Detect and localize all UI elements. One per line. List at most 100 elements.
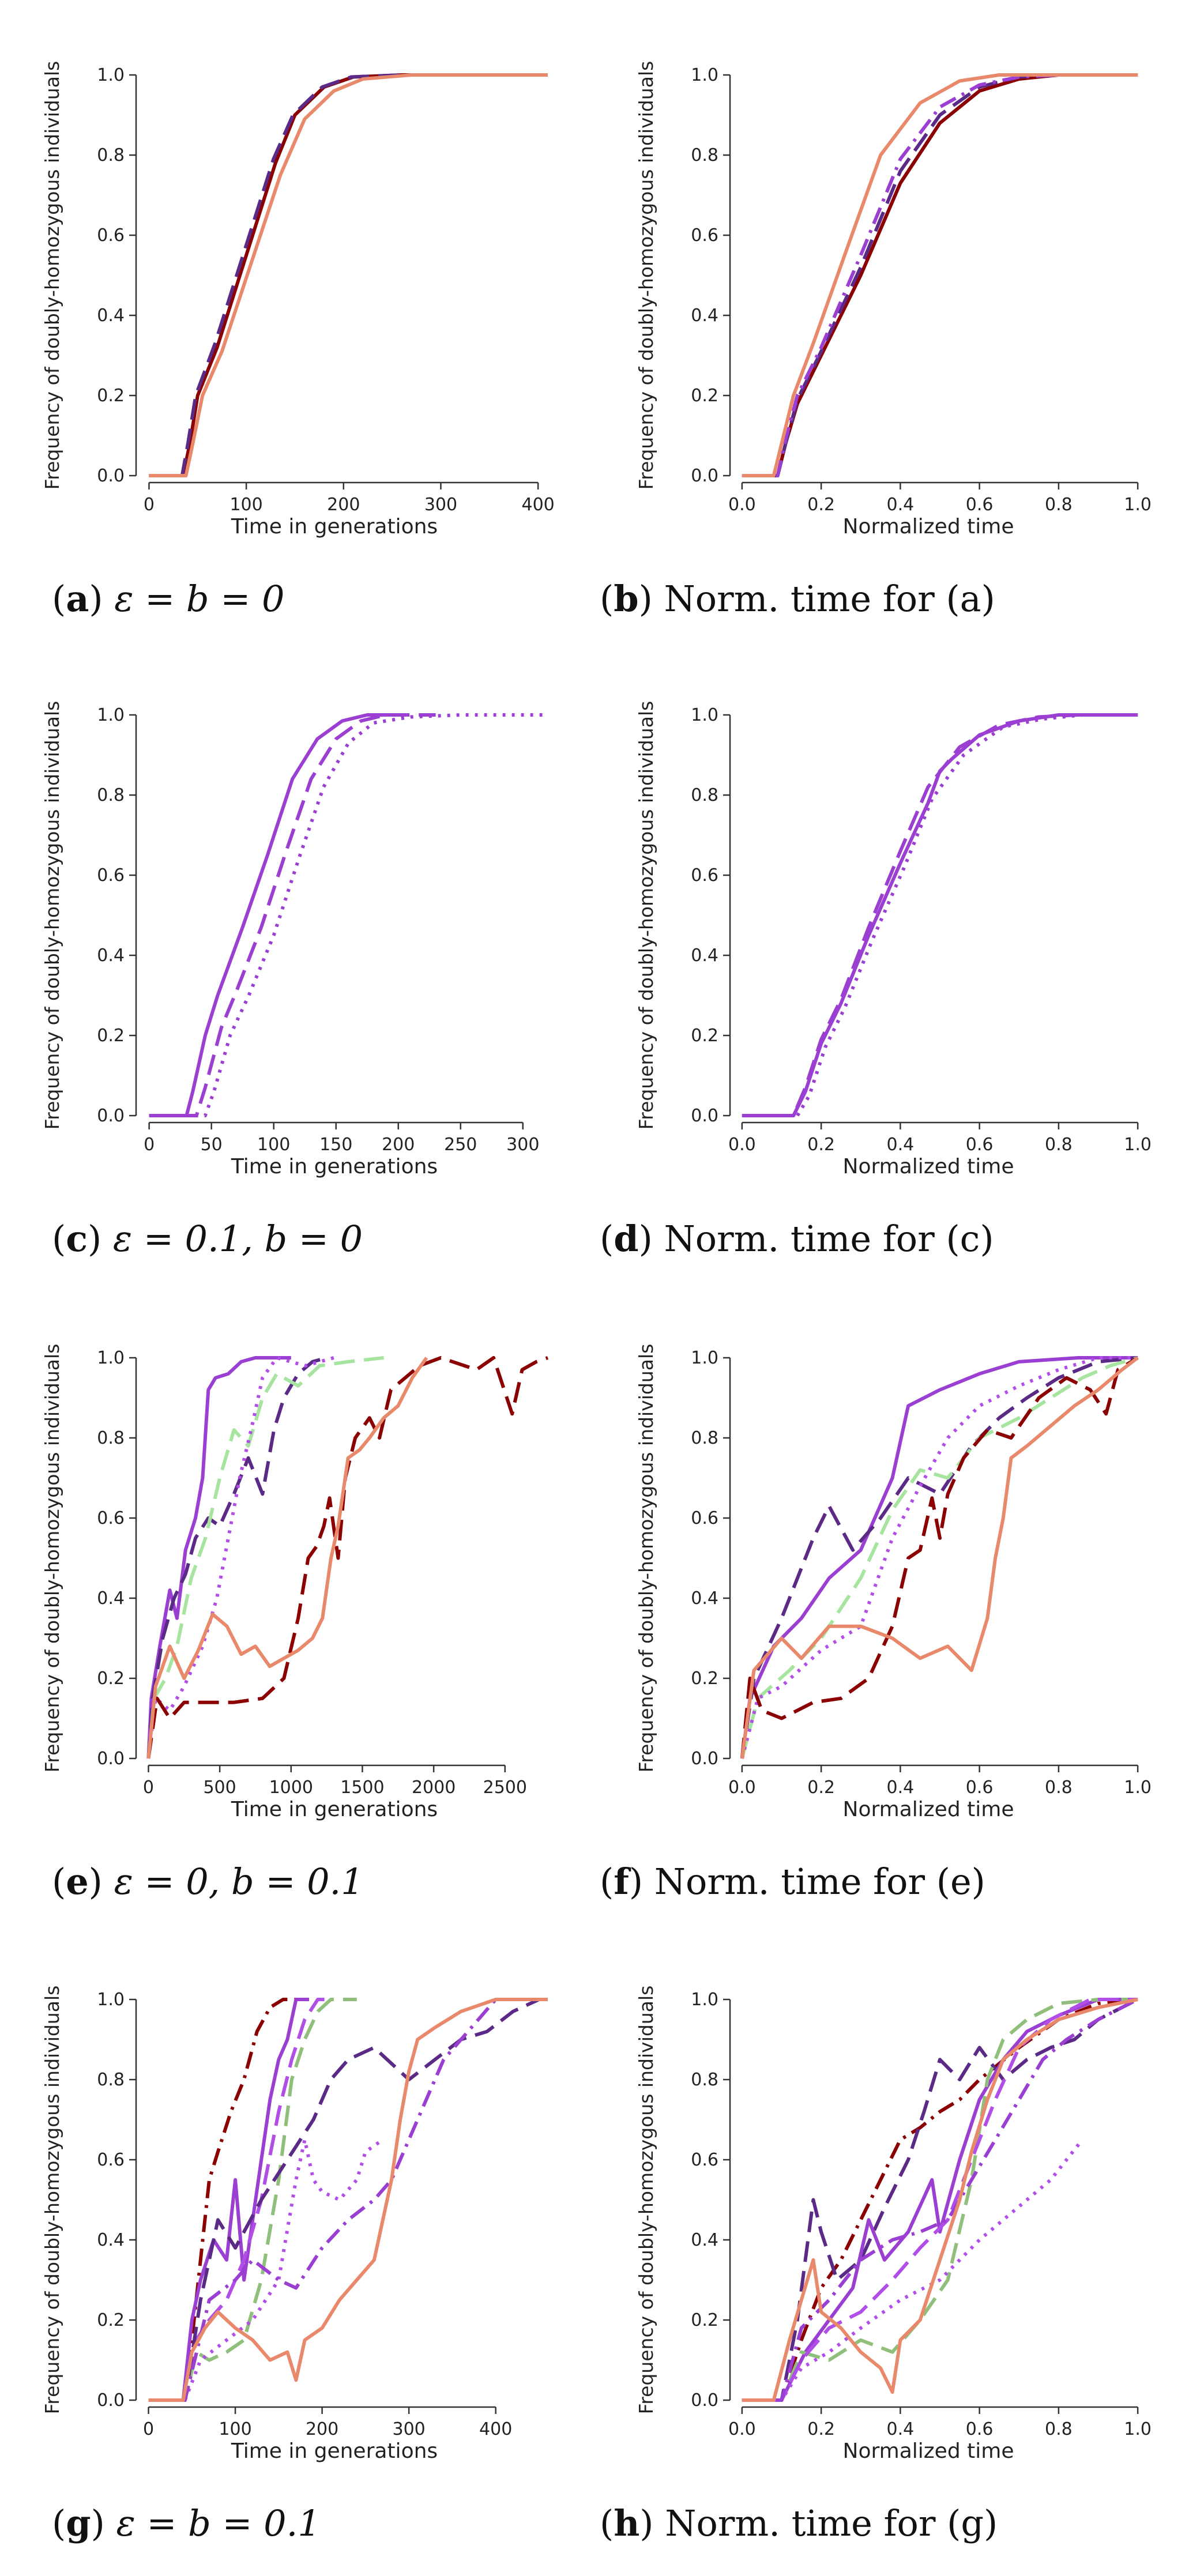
- x-axis-label: Time in generations: [231, 1155, 438, 1178]
- y-tick-label: 0.8: [691, 2070, 718, 2090]
- x-tick-label: 150: [319, 1135, 352, 1155]
- y-tick-label: 1.0: [97, 65, 125, 85]
- y-axis-label: Frequency of doubly-homozygous individua…: [41, 1344, 63, 1773]
- y-tick-label: 0.8: [691, 785, 718, 805]
- x-tick-label: 300: [393, 2419, 426, 2439]
- x-tick-label: 400: [479, 2419, 512, 2439]
- caption-letter: h: [614, 2502, 639, 2544]
- caption-letter: g: [66, 2502, 91, 2544]
- caption-open-paren: (: [52, 2502, 66, 2544]
- x-tick-label: 0.4: [887, 495, 915, 515]
- series-line-purple-dotdash: [742, 1998, 1139, 2402]
- caption-math: ε = b = 0.1: [116, 2502, 320, 2544]
- y-tick-label: 0.6: [691, 865, 718, 886]
- caption-close-paren: ): [89, 1861, 114, 1903]
- x-tick-label: 0: [143, 2419, 154, 2439]
- caption-text: Norm. time for (g): [665, 2502, 998, 2544]
- x-tick-label: 200: [306, 2419, 338, 2439]
- series-line-dark-purple: [742, 73, 1138, 477]
- x-axis-label: Normalized time: [843, 515, 1014, 538]
- series-line-purple-solid: [740, 1356, 1138, 1759]
- y-tick-label: 0.0: [691, 2390, 718, 2411]
- caption-letter: d: [614, 1218, 638, 1260]
- x-tick-label: 0.2: [807, 495, 835, 515]
- caption-letter: c: [66, 1218, 88, 1260]
- x-tick-label: 1.0: [1124, 1777, 1152, 1798]
- x-tick-label: 1.0: [1124, 495, 1152, 515]
- series-line-dark-red: [149, 73, 548, 477]
- y-axis-label: Frequency of doubly-homozygous individua…: [41, 701, 63, 1130]
- y-tick-label: 0.0: [97, 1749, 125, 1769]
- x-tick-label: 0: [144, 1135, 155, 1155]
- x-tick-label: 0.0: [728, 1777, 756, 1798]
- y-tick-label: 1.0: [691, 1990, 718, 2010]
- y-tick-label: 0.2: [691, 1669, 718, 1689]
- y-tick-label: 0.4: [691, 1588, 718, 1609]
- y-tick-label: 0.6: [691, 2150, 718, 2170]
- x-tick-label: 0.0: [728, 2419, 756, 2439]
- caption-close-paren: ): [89, 578, 114, 620]
- series-line-light-green-dashed: [740, 1356, 1138, 1759]
- y-tick-label: 0.6: [691, 1508, 718, 1528]
- series-line-dark-purple-dashed: [740, 1356, 1138, 1759]
- caption-text: Norm. time for (e): [654, 1861, 985, 1903]
- series-line-light-green-dashed: [146, 1356, 384, 1759]
- y-tick-label: 0.4: [691, 2230, 718, 2250]
- caption-close-paren: ): [88, 1218, 113, 1260]
- y-tick-label: 0.4: [691, 306, 718, 326]
- series-line-green-dashed: [742, 1998, 1138, 2402]
- y-tick-label: 0.6: [97, 1508, 125, 1528]
- x-tick-label: 0: [144, 495, 155, 515]
- y-tick-label: 0.8: [691, 145, 718, 165]
- y-tick-label: 1.0: [691, 1348, 718, 1368]
- y-tick-label: 0.4: [97, 2230, 125, 2250]
- chart-c: 0 50 100 150 200 250 300 0.0 0.2 0.4 0.6 0.8 1.0 Time…: [41, 701, 548, 1260]
- x-tick-label: 0.2: [807, 1777, 835, 1798]
- caption-text: Norm. time for (c): [664, 1218, 994, 1260]
- series-line-purple-dashed: [149, 713, 436, 1117]
- x-tick-label: 0.6: [966, 1135, 994, 1155]
- series-line-salmon-solid: [146, 1357, 428, 1759]
- x-tick-label: 200: [382, 1135, 415, 1155]
- chart-a: 0 100 200 300 400 0.0 0.2 0.4 0.6 0.8 1.0 Time in g…: [41, 61, 555, 620]
- y-tick-label: 1.0: [97, 1990, 125, 2010]
- caption-open-paren: (: [600, 2502, 614, 2544]
- y-tick-label: 0.2: [691, 2310, 718, 2330]
- series-line-salmon-solid: [148, 1998, 548, 2402]
- series-line-dark-red-dashed: [146, 1356, 548, 1759]
- caption-letter: f: [614, 1861, 631, 1903]
- y-tick-label: 0.2: [97, 1669, 125, 1689]
- y-tick-label: 0.0: [97, 1106, 125, 1126]
- caption-math: ε = 0.1, b = 0: [113, 1218, 363, 1260]
- series-line-green-dashed: [148, 1998, 357, 2402]
- x-tick-label: 1000: [269, 1777, 313, 1798]
- caption-e: (e) ε = 0, b = 0.1: [52, 1861, 364, 1903]
- y-tick-label: 0.8: [97, 785, 125, 805]
- x-tick-label: 0.8: [1045, 495, 1073, 515]
- series-line-dark-red-dashed: [740, 1356, 1139, 1759]
- series-line-purple: [742, 73, 1138, 477]
- series-line-salmon: [149, 73, 548, 477]
- series-line-dark-red: [742, 73, 1138, 477]
- chart-g: 0 100 200 300 400 0.0 0.2 0.4 0.6 0.8 1.0 Time in g…: [41, 1986, 548, 2544]
- caption-d: (d) Norm. time for (c): [600, 1218, 994, 1260]
- caption-f: (f) Norm. time for (e): [600, 1861, 985, 1903]
- x-tick-label: 500: [203, 1777, 236, 1798]
- y-tick-label: 1.0: [97, 1348, 125, 1368]
- series-line-purple-solid: [742, 713, 1138, 1117]
- x-axis-label: Time in generations: [231, 2439, 438, 2463]
- series-line-purple-solid: [146, 1356, 291, 1759]
- x-tick-label: 300: [506, 1135, 539, 1155]
- x-tick-label: 400: [521, 495, 554, 515]
- series-line-purple-dotdash: [148, 1998, 497, 2402]
- chart-h: 0.0 0.2 0.4 0.6 0.8 1.0 0.0 0.2 0.4 0.6 0.8 1.0 Norm…: [600, 1986, 1152, 2544]
- x-tick-label: 0.8: [1045, 1135, 1073, 1155]
- caption-c: (c) ε = 0.1, b = 0: [52, 1218, 363, 1260]
- series-line-dark-purple-dashed: [742, 1998, 1139, 2402]
- series-line-salmon-solid: [742, 1998, 1138, 2402]
- chart-e: 0 500 1000 1500 2000 2500 0.0 0.2 0.4 0.6 0.8 1.0 Ti…: [41, 1344, 548, 1903]
- y-tick-label: 0.2: [691, 386, 718, 406]
- series-line-salmon-solid: [740, 1356, 1139, 1759]
- series-line-purple-solid: [742, 1998, 1138, 2402]
- x-tick-label: 0.4: [887, 1777, 915, 1798]
